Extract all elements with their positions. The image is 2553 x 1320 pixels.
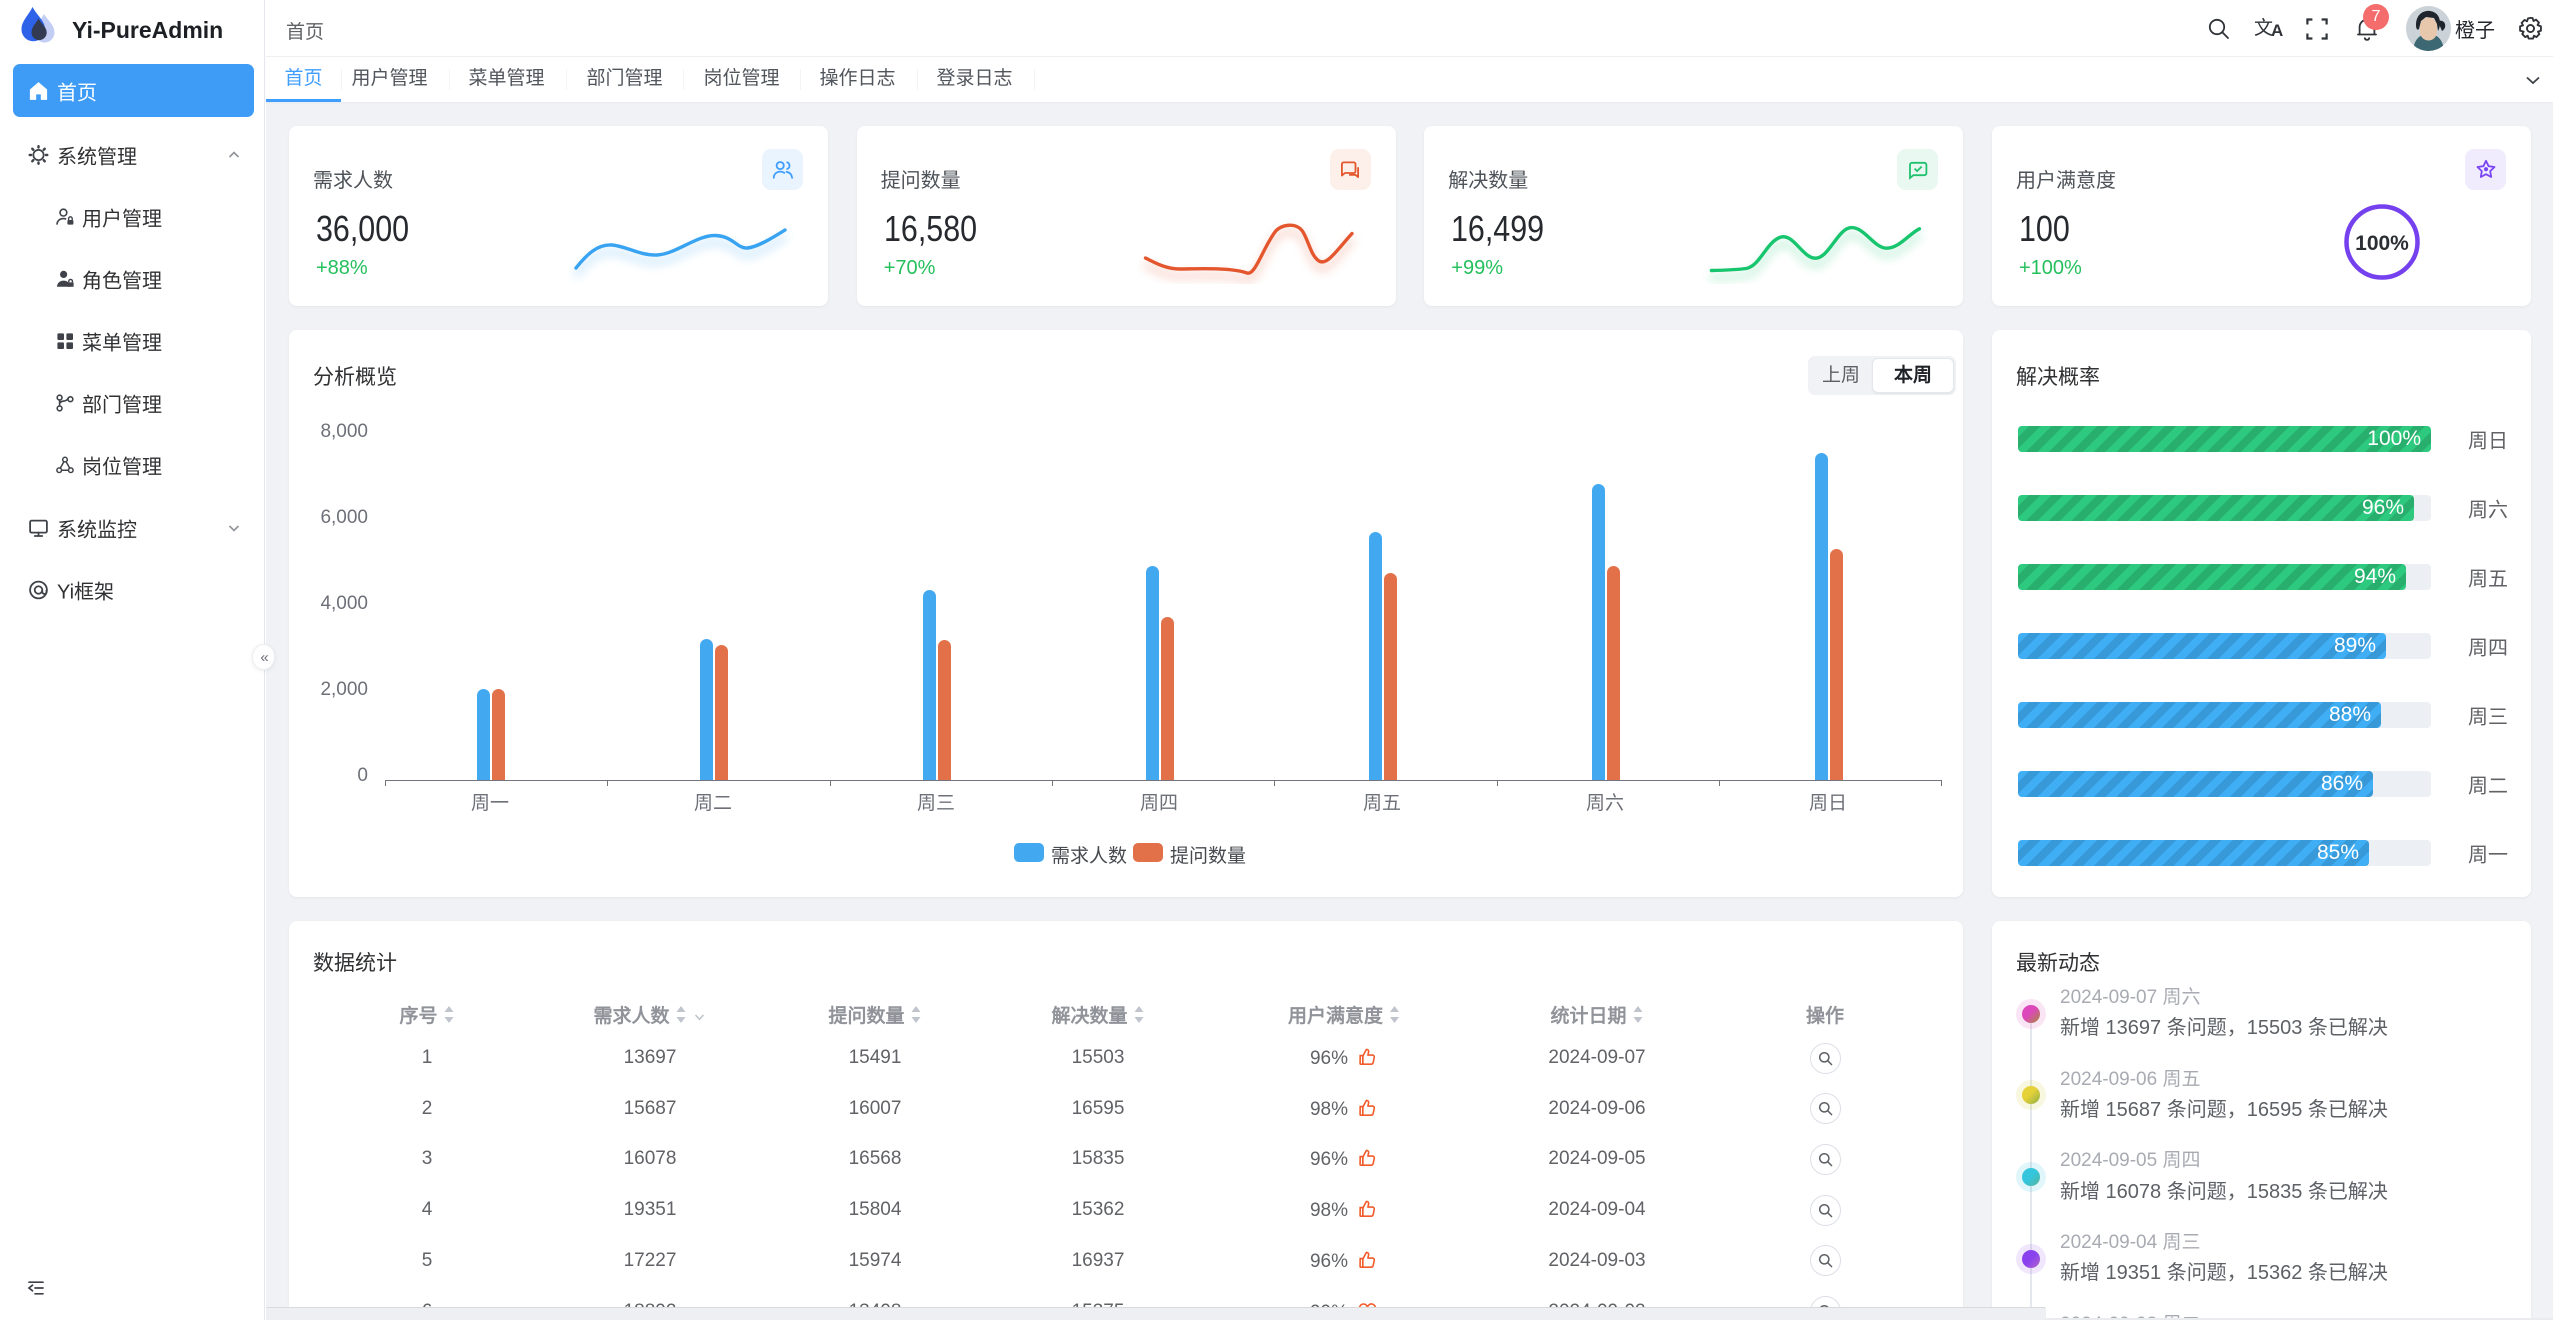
svg-text:100%: 100% <box>2355 232 2409 255</box>
